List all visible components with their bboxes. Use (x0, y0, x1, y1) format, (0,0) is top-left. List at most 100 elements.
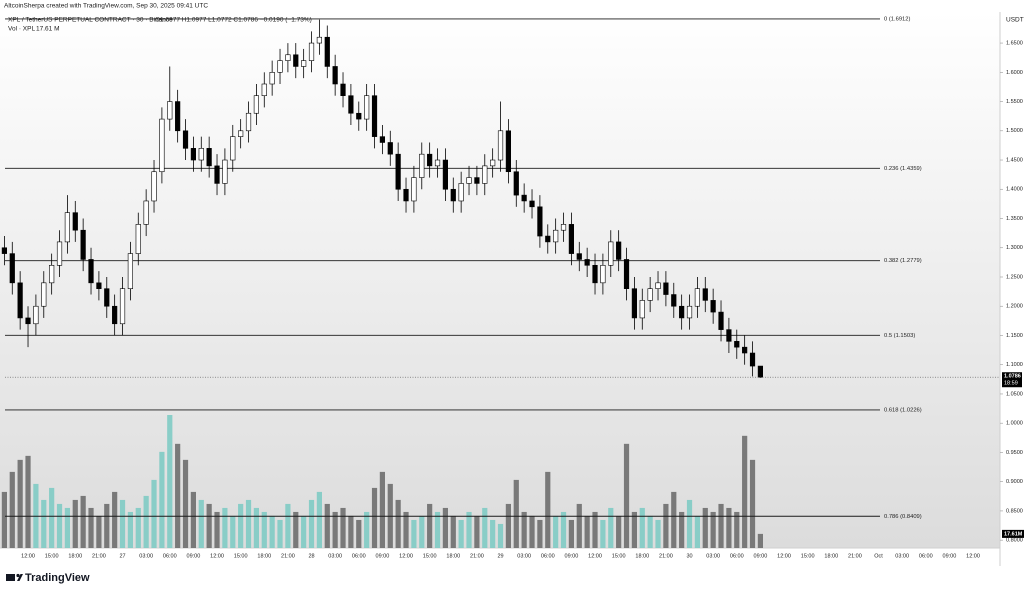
candle-body (490, 159, 496, 167)
candle-body (521, 194, 527, 202)
volume-bar (17, 459, 23, 548)
y-tick-label: 1.1500 (1006, 333, 1023, 339)
x-tick-label: 09:00 (187, 553, 201, 559)
candle-body (112, 305, 118, 325)
volume-bar (25, 455, 31, 548)
candle-body (308, 42, 315, 61)
volume-bar (56, 503, 63, 548)
candle-body (623, 259, 630, 289)
x-tick-label: 21:00 (470, 553, 484, 559)
volume-bar (647, 515, 653, 548)
candle-body (356, 112, 362, 120)
x-tick-label: 06:00 (163, 553, 177, 559)
volume-bar (119, 499, 126, 548)
volume-bar (285, 503, 291, 548)
volume-bar (88, 507, 94, 548)
volume-bar (458, 519, 464, 548)
volume-bar (104, 503, 110, 548)
candle-body (190, 148, 197, 161)
candle-body (25, 317, 31, 325)
candle-body (726, 329, 732, 342)
fib-label: 0.236 (1.4359) (884, 166, 922, 172)
candle-body (167, 101, 173, 120)
volume-bar (497, 523, 504, 548)
volume-layer (1, 415, 763, 548)
volume-bar (434, 511, 441, 548)
volume-bar (9, 471, 15, 548)
volume-bar (261, 511, 267, 548)
x-tick-label: 18:00 (257, 553, 271, 559)
volume-bar (269, 515, 275, 548)
candle-body (513, 171, 519, 196)
volume-bar (537, 519, 543, 548)
volume-bar (679, 511, 685, 548)
volume-bar (490, 519, 496, 548)
candle-body (497, 130, 504, 161)
y-tick-label: 0.8500 (1006, 508, 1023, 514)
x-tick-label: 12:00 (966, 553, 980, 559)
logo-slash (17, 574, 23, 581)
volume-bar (686, 499, 693, 548)
candle-body (64, 212, 70, 243)
candle-body (529, 200, 535, 208)
volume-bar (143, 495, 149, 548)
y-tick-label: 1.6500 (1006, 41, 1023, 47)
candle-body (104, 288, 110, 307)
candle-body (245, 112, 252, 132)
candle-body (560, 224, 567, 231)
volume-bar (474, 515, 480, 548)
volume-bar (395, 499, 401, 548)
candle-body (119, 288, 126, 325)
candle-body (694, 288, 700, 307)
volume-bar (576, 503, 582, 548)
candle-body (545, 235, 551, 243)
x-tick-label: 21:00 (92, 553, 106, 559)
candle-body (474, 177, 480, 184)
volume-badge-label: 17.61M (1004, 531, 1023, 537)
y-tick-label: 1.3000 (1006, 245, 1023, 251)
x-tick-label: 03:00 (706, 553, 720, 559)
candle-body (450, 188, 456, 202)
candle-body (198, 148, 204, 161)
candle-body (482, 165, 488, 184)
x-tick-label: 27 (119, 553, 125, 559)
candle-body (143, 200, 149, 225)
volume-bar (419, 515, 425, 548)
x-tick-label: 21:00 (281, 553, 295, 559)
volume-bar (718, 503, 724, 548)
candle-body (647, 288, 653, 301)
candle-body (379, 136, 386, 143)
volume-bar (316, 491, 322, 548)
x-tick-label: 03:00 (328, 553, 342, 559)
x-tick-label: 09:00 (376, 553, 390, 559)
volume-bar (592, 511, 598, 548)
candle-body (88, 259, 94, 284)
volume-bar (293, 511, 299, 548)
candle-body (253, 95, 260, 114)
candle-body (395, 153, 401, 190)
volume-bar (230, 515, 236, 548)
volume-bar (332, 511, 338, 548)
x-tick-label: 29 (497, 553, 503, 559)
candle-body (734, 341, 740, 348)
x-tick-label: 12:00 (777, 553, 791, 559)
x-tick-label: 12:00 (588, 553, 602, 559)
volume-bar (623, 443, 630, 548)
x-tick-label: 21:00 (848, 553, 862, 559)
candle-body (33, 305, 39, 325)
volume-bar (482, 507, 488, 548)
x-tick-label: 03:00 (517, 553, 531, 559)
candle-body (639, 300, 645, 319)
x-tick-label: 03:00 (895, 553, 909, 559)
volume-bar (41, 499, 47, 548)
logo-mark (6, 574, 15, 581)
candle-body (348, 95, 354, 114)
volume-bar (663, 503, 669, 548)
volume-bar (560, 511, 567, 548)
candle-body (285, 54, 291, 61)
last-price-label: 1.0786 (1004, 374, 1021, 380)
candle-body (80, 229, 86, 260)
x-tick-label: 12:00 (399, 553, 413, 559)
